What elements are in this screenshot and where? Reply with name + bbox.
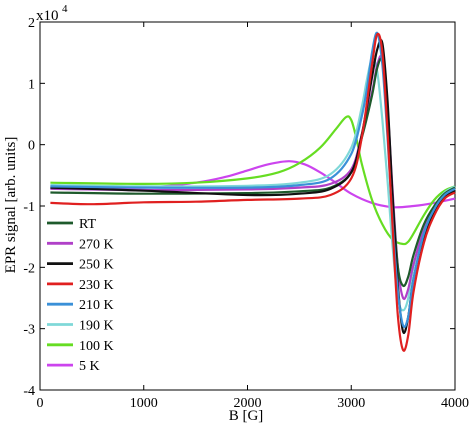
legend-item-rt: RT [47,217,96,232]
y-multiplier-text: x10 [36,8,59,24]
x-tick-label: 3000 [337,396,365,411]
legend-item-250-k: 250 K [47,258,114,273]
y-tick-label: -3 [23,323,35,338]
legend-item-270-k: 270 K [47,237,114,252]
x-tick-label: 1000 [130,396,158,411]
legend-label: 210 K [79,298,114,313]
legend-label: 5 K [79,359,100,374]
y-tick-label: -2 [23,261,35,276]
y-tick-label: 1 [28,77,35,92]
series-lines [50,31,456,352]
y-tick-label: 2 [28,16,35,31]
x-tick-label: 4000 [441,396,469,411]
y-tick-label: -1 [23,200,35,215]
legend-item-5-k: 5 K [47,359,100,374]
x-tick-label: 2000 [234,396,262,411]
series-line-230-k [50,32,456,352]
legend-label: 250 K [79,258,114,273]
legend-label: 190 K [79,319,114,334]
x-tick-label: 0 [37,396,44,411]
legend-label: 230 K [79,278,114,293]
legend-item-100-k: 100 K [47,339,114,354]
legend-item-210-k: 210 K [47,298,114,313]
legend-label: 270 K [79,237,114,252]
y-tick-label: 0 [28,139,35,154]
y-axis-label: EPR signal [arb. units] [3,137,19,274]
x-axis-label: B [G] [229,408,264,424]
legend-item-230-k: 230 K [47,278,114,293]
legend-label: 100 K [79,339,114,354]
axis-ticks: 0 1000 2000 3000 4000 2 1 0 -1 -2 -3 -4 [23,16,469,411]
y-exponent-text: 4 [62,3,68,15]
y-exponent-label: x10 4 [36,3,68,24]
legend-label: RT [79,217,96,232]
legend: RT 270 K 250 K 230 K 210 K 190 K 100 K 5 K [47,217,114,374]
legend-item-190-k: 190 K [47,319,114,334]
y-tick-label: -4 [23,384,35,399]
